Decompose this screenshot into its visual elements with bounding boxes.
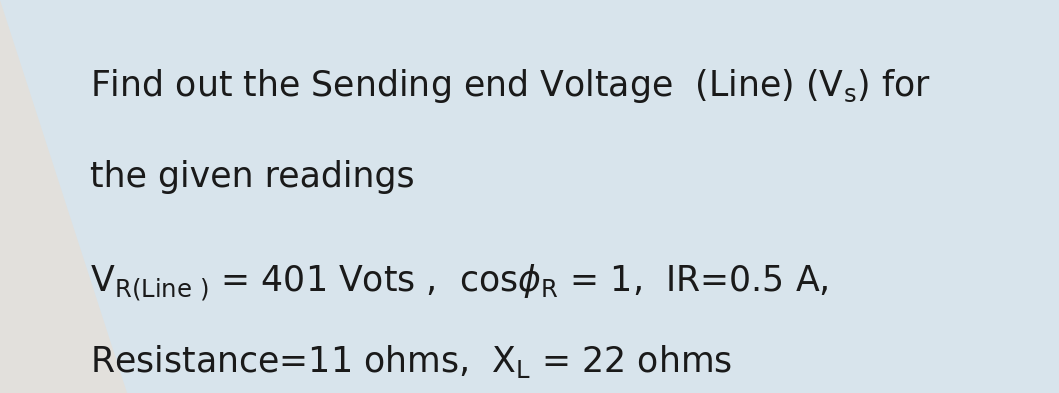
Text: Resistance=11 ohms,  X$_\mathregular{L}$ = 22 ohms: Resistance=11 ohms, X$_\mathregular{L}$ … [90, 343, 732, 380]
Text: V$_\mathregular{R(Line\ )}$ = 401 Vots ,  cos$\phi$$_\mathregular{R}$ = 1,  IR=0: V$_\mathregular{R(Line\ )}$ = 401 Vots ,… [90, 263, 828, 303]
Polygon shape [0, 0, 127, 393]
Text: Find out the Sending end Voltage  (Line) (V$_\mathregular{s}$) for: Find out the Sending end Voltage (Line) … [90, 68, 931, 105]
Text: the given readings: the given readings [90, 160, 415, 194]
